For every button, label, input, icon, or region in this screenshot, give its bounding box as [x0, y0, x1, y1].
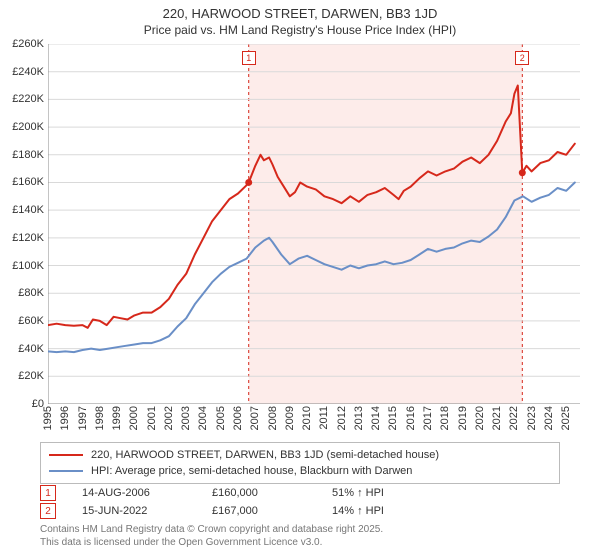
- y-tick-label: £0: [0, 398, 44, 410]
- y-tick-label: £60K: [0, 315, 44, 327]
- x-tick-label: 2003: [180, 406, 192, 430]
- sale-date-2: 15-JUN-2022: [82, 505, 212, 517]
- x-tick-label: 2018: [439, 406, 451, 430]
- legend-swatch-property: [49, 454, 83, 456]
- x-tick-label: 1998: [94, 406, 106, 430]
- x-tick-label: 2008: [267, 406, 279, 430]
- x-tick-label: 2001: [146, 406, 158, 430]
- y-tick-label: £20K: [0, 370, 44, 382]
- footer-line2: This data is licensed under the Open Gov…: [40, 537, 560, 550]
- chart-title-line2: Price paid vs. HM Land Registry's House …: [0, 23, 600, 37]
- y-tick-label: £100K: [0, 260, 44, 272]
- x-tick-label: 1999: [111, 406, 123, 430]
- y-tick-label: £120K: [0, 232, 44, 244]
- x-tick-label: 1997: [77, 406, 89, 430]
- sales-row-2: 2 15-JUN-2022 £167,000 14% ↑ HPI: [40, 502, 560, 520]
- y-tick-label: £260K: [0, 38, 44, 50]
- chart-svg: [48, 44, 580, 404]
- x-tick-label: 2012: [336, 406, 348, 430]
- chart-title-line1: 220, HARWOOD STREET, DARWEN, BB3 1JD: [0, 6, 600, 21]
- x-tick-label: 2010: [301, 406, 313, 430]
- x-tick-label: 2021: [491, 406, 503, 430]
- chart-title-block: 220, HARWOOD STREET, DARWEN, BB3 1JD Pri…: [0, 0, 600, 37]
- sale-event-marker-1: 1: [242, 51, 256, 65]
- x-tick-label: 2011: [318, 406, 330, 430]
- chart-plot-area: [48, 44, 580, 404]
- footer-line1: Contains HM Land Registry data © Crown c…: [40, 524, 560, 537]
- legend-label-property: 220, HARWOOD STREET, DARWEN, BB3 1JD (se…: [91, 449, 439, 461]
- x-tick-label: 2020: [474, 406, 486, 430]
- x-tick-label: 2017: [422, 406, 434, 430]
- legend-row-property: 220, HARWOOD STREET, DARWEN, BB3 1JD (se…: [49, 447, 551, 463]
- x-tick-label: 2013: [353, 406, 365, 430]
- x-tick-label: 2002: [163, 406, 175, 430]
- x-tick-label: 2004: [197, 406, 209, 430]
- sale-price-1: £160,000: [212, 487, 332, 499]
- x-tick-label: 2023: [526, 406, 538, 430]
- x-tick-label: 2025: [560, 406, 572, 430]
- x-tick-label: 2005: [215, 406, 227, 430]
- x-tick-label: 2006: [232, 406, 244, 430]
- y-tick-label: £40K: [0, 343, 44, 355]
- y-tick-label: £80K: [0, 287, 44, 299]
- y-tick-label: £200K: [0, 121, 44, 133]
- y-tick-label: £180K: [0, 149, 44, 161]
- sale-pct-1: 51% ↑ HPI: [332, 487, 442, 499]
- x-tick-label: 2015: [387, 406, 399, 430]
- y-tick-label: £220K: [0, 93, 44, 105]
- x-tick-label: 2022: [508, 406, 520, 430]
- y-tick-label: £160K: [0, 176, 44, 188]
- sale-marker-1-icon: 1: [40, 485, 56, 501]
- y-tick-label: £240K: [0, 66, 44, 78]
- sale-pct-2: 14% ↑ HPI: [332, 505, 442, 517]
- sale-event-marker-2: 2: [515, 51, 529, 65]
- sales-row-1: 1 14-AUG-2006 £160,000 51% ↑ HPI: [40, 484, 560, 502]
- sale-marker-2-icon: 2: [40, 503, 56, 519]
- legend-swatch-hpi: [49, 470, 83, 472]
- x-tick-label: 2009: [284, 406, 296, 430]
- sales-table: 1 14-AUG-2006 £160,000 51% ↑ HPI 2 15-JU…: [40, 484, 560, 520]
- x-tick-label: 2024: [543, 406, 555, 430]
- sale-date-1: 14-AUG-2006: [82, 487, 212, 499]
- x-tick-label: 2000: [128, 406, 140, 430]
- legend-box: 220, HARWOOD STREET, DARWEN, BB3 1JD (se…: [40, 442, 560, 484]
- x-tick-label: 2019: [457, 406, 469, 430]
- x-tick-label: 1996: [59, 406, 71, 430]
- sale-price-2: £167,000: [212, 505, 332, 517]
- footer-attribution: Contains HM Land Registry data © Crown c…: [40, 524, 560, 549]
- legend-label-hpi: HPI: Average price, semi-detached house,…: [91, 465, 412, 477]
- x-tick-label: 2014: [370, 406, 382, 430]
- x-tick-label: 2007: [249, 406, 261, 430]
- x-tick-label: 1995: [42, 406, 54, 430]
- y-tick-label: £140K: [0, 204, 44, 216]
- x-tick-label: 2016: [405, 406, 417, 430]
- legend-row-hpi: HPI: Average price, semi-detached house,…: [49, 463, 551, 479]
